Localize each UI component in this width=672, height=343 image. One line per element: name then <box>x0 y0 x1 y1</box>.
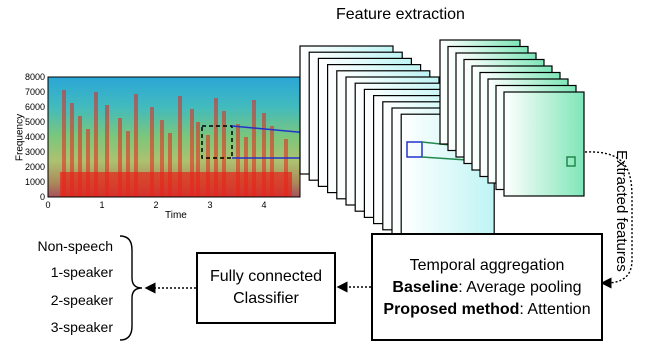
y-tick-label: 4000 <box>25 132 45 142</box>
x-tick-label: 3 <box>207 200 212 210</box>
class-label-3-speaker: 3-speaker <box>50 319 113 335</box>
spectrogram-band <box>94 92 98 197</box>
spectrogram-band <box>78 116 82 197</box>
receptive-field-2 <box>566 156 576 167</box>
spectrogram-band <box>244 137 248 197</box>
spectrogram-band <box>126 131 130 197</box>
spectrogram-band <box>134 94 138 197</box>
spectrogram-band <box>206 135 210 197</box>
y-tick-label: 6000 <box>25 102 45 112</box>
x-tick-label: 2 <box>153 200 158 210</box>
connector-stack-to-aggregation <box>584 151 633 289</box>
x-tick-label: 0 <box>45 200 50 210</box>
spectrogram-band <box>86 129 90 197</box>
spectrogram-band <box>236 124 240 197</box>
receptive-field-1 <box>406 141 423 158</box>
classifier-line-1: Fully connected <box>209 268 323 285</box>
spectrogram-band <box>70 103 74 197</box>
spectrogram-bands <box>60 90 292 197</box>
classifier-box: Fully connected Classifier <box>196 252 336 324</box>
spectrogram-band <box>190 109 194 197</box>
class-label-2-speaker: 2-speaker <box>50 292 113 308</box>
spectrogram-band <box>214 98 218 197</box>
spectrogram-band <box>150 107 154 197</box>
spectrogram-band <box>270 126 274 197</box>
y-tick-label: 5000 <box>25 117 45 127</box>
spectrogram-band <box>105 105 109 197</box>
spectrogram <box>47 76 301 198</box>
spectrogram-ylabel: Frequency <box>14 113 26 162</box>
spectrogram-band <box>196 122 200 197</box>
y-tick-label: 2000 <box>25 162 45 172</box>
y-tick-label: 1000 <box>25 177 45 187</box>
y-tick-label: 0 <box>40 192 45 202</box>
spectrogram-band <box>252 100 256 197</box>
y-tick-label: 8000 <box>25 72 45 82</box>
extracted-features-label: Extracted features <box>613 150 630 272</box>
classifier-line-2: Classifier <box>233 290 299 307</box>
spectrogram-band <box>222 111 226 197</box>
spectrogram-xlabel: Time <box>165 210 187 221</box>
spectrogram-selection-box <box>201 125 233 159</box>
class-label-1-speaker: 1-speaker <box>50 264 113 280</box>
spectrogram-x-ticks: 0 1 2 3 4 <box>45 200 266 210</box>
spectrogram-band <box>284 139 288 197</box>
diagram-title: Feature extraction <box>336 6 465 23</box>
stack2-map-9 <box>503 91 585 197</box>
spectrogram-band <box>118 118 122 197</box>
aggregation-baseline: Baseline: Average pooling <box>392 279 582 296</box>
aggregation-title: Temporal aggregation <box>409 257 565 274</box>
spectrogram-band <box>262 113 266 197</box>
spectrogram-low-energy <box>60 172 292 197</box>
y-tick-label: 7000 <box>25 87 45 97</box>
spectrogram-y-ticks: 8000 7000 6000 5000 4000 3000 2000 1000 0 <box>25 72 45 202</box>
spectrogram-band <box>168 133 172 197</box>
aggregation-proposed: Proposed method: Attention <box>383 301 591 318</box>
x-tick-label: 4 <box>261 200 266 210</box>
feature-map-stack-2 <box>439 39 585 197</box>
spectrogram-band <box>178 96 182 197</box>
spectrogram-band <box>62 90 66 197</box>
y-tick-label: 3000 <box>25 147 45 157</box>
spectrogram-band <box>160 120 164 197</box>
class-label-non-speech: Non-speech <box>37 238 114 254</box>
temporal-aggregation-box: Temporal aggregation Baseline: Average p… <box>371 233 603 341</box>
classes-brace <box>119 235 143 341</box>
x-tick-label: 1 <box>99 200 104 210</box>
